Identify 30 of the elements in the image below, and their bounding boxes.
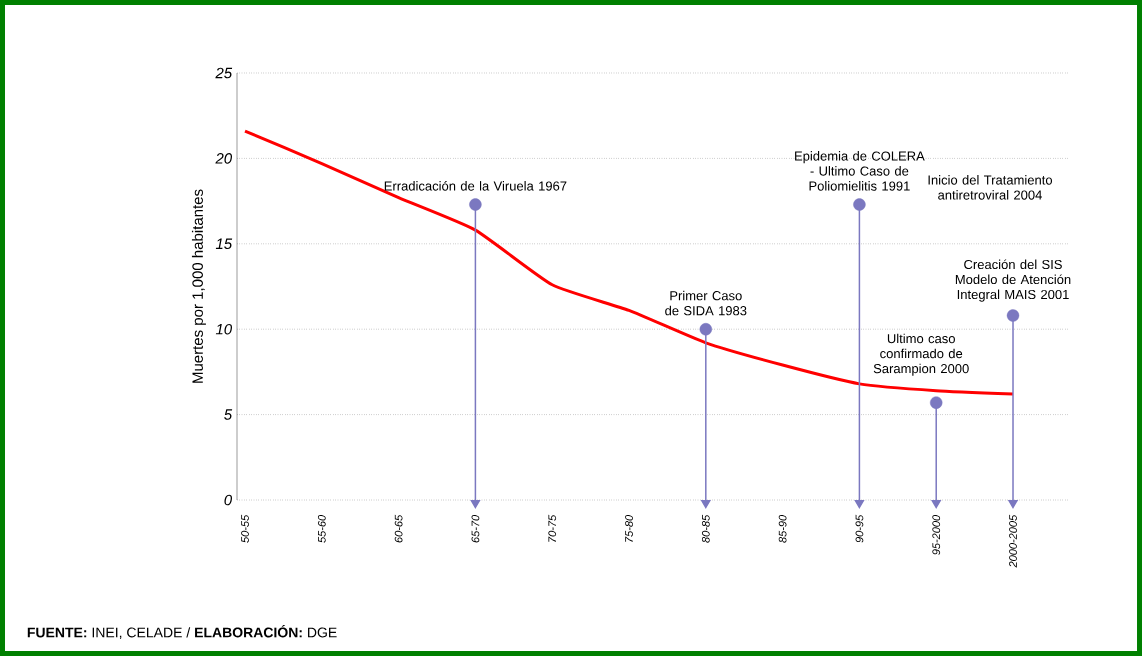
- annotation: Creación del SIS Modelo de Atención Integral MAIS 2001: [955, 259, 1071, 302]
- x-tick-label: 90-95: [855, 514, 864, 543]
- x-tick-label: 55-60: [317, 514, 326, 543]
- x-tick-label: 50-55: [241, 514, 249, 543]
- y-tick-label: 10: [215, 323, 233, 335]
- annotation: Erradicación de la Viruela 1967: [384, 180, 567, 191]
- x-tick-label: 95-2000: [932, 514, 941, 555]
- point: [1006, 309, 1020, 322]
- y-tick-label: 5: [224, 409, 233, 420]
- y-tick-label: 15: [215, 238, 233, 250]
- point: [853, 198, 866, 211]
- point: [469, 198, 482, 211]
- x-tick-label: 65-70: [471, 514, 480, 543]
- point: [930, 396, 943, 409]
- annotation: Ultimo caso confirmado de Sarampion 2000: [873, 333, 969, 376]
- annotation: Primer Caso de SIDA 1983: [665, 290, 747, 316]
- y-tick-label: 20: [215, 153, 233, 164]
- x-tick-label: 75-80: [625, 514, 633, 542]
- annotation: Epidemia de COLERA - Ultimo Caso de Poliomielitis 1991: [795, 151, 925, 191]
- y-axis-title: Muertes por 1,000 habitantes: [191, 189, 206, 383]
- x-tick-label: 2000-2005: [1009, 514, 1017, 568]
- y-tick-label: 25: [215, 67, 233, 79]
- x-tick-label: 70-75: [548, 514, 557, 542]
- y-tick-label: 0: [224, 494, 233, 506]
- point: [699, 323, 713, 336]
- x-tick-label: 80-85: [701, 514, 710, 543]
- annotation: Inicio del Tratamiento antiretroviral 2004: [928, 175, 1053, 200]
- x-tick-label: 85-90: [778, 514, 787, 543]
- text: FUENTE: INEI, CELADE / ELABORACIÓN: DGE: [27, 624, 337, 640]
- x-tick-label: 60-65: [394, 514, 403, 543]
